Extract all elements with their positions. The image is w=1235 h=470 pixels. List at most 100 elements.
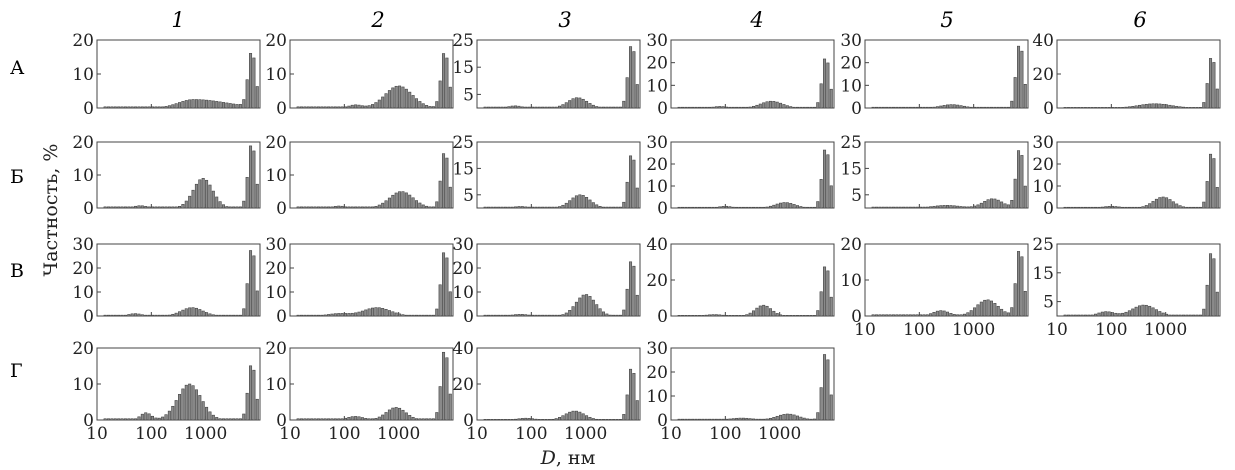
bar	[966, 312, 970, 317]
bar	[752, 418, 756, 421]
bar	[635, 294, 639, 317]
bar	[347, 105, 351, 109]
bar	[357, 311, 361, 317]
bar	[618, 314, 622, 317]
bar	[245, 79, 249, 109]
bar	[755, 307, 759, 317]
bar	[418, 418, 422, 421]
bar	[181, 101, 185, 109]
bar	[829, 394, 833, 421]
bar	[942, 310, 946, 317]
bar	[959, 206, 963, 209]
bar	[912, 314, 916, 317]
bar	[490, 314, 494, 317]
bar	[632, 373, 636, 421]
bar	[942, 105, 946, 109]
bar	[242, 200, 246, 209]
y-tick-label: 10	[646, 76, 668, 96]
bar	[629, 368, 633, 421]
bar	[701, 106, 705, 109]
bar	[490, 206, 494, 209]
bar	[544, 106, 548, 109]
y-tick-label: 15	[452, 159, 474, 179]
panel-5: 0 20 40	[1032, 31, 1221, 119]
bar	[191, 307, 195, 317]
bar	[612, 206, 616, 209]
bar	[1178, 205, 1182, 209]
bar	[255, 398, 259, 421]
bar	[1121, 206, 1125, 209]
bar	[724, 418, 728, 421]
bar	[381, 414, 385, 421]
bar	[157, 314, 161, 317]
bar	[520, 106, 524, 109]
y-tick-label: 40	[1032, 31, 1054, 51]
bar	[826, 62, 830, 109]
bar	[103, 418, 107, 421]
bar	[595, 304, 599, 317]
bar	[802, 206, 806, 209]
bar	[922, 206, 926, 209]
bar	[520, 314, 524, 317]
bar	[871, 106, 875, 109]
bar	[915, 314, 919, 317]
bar	[507, 419, 511, 421]
bar	[401, 409, 405, 421]
bar	[802, 106, 806, 109]
panel-frame	[289, 141, 454, 209]
bar	[1107, 206, 1111, 209]
bar	[493, 419, 497, 421]
bar	[905, 106, 909, 109]
bar	[327, 106, 331, 109]
bar	[123, 314, 127, 317]
bar	[1134, 206, 1138, 209]
bar	[711, 206, 715, 209]
bar	[123, 106, 127, 109]
bar	[571, 98, 575, 109]
bar	[364, 105, 368, 109]
bar	[629, 155, 633, 209]
bar	[120, 106, 124, 109]
bar	[337, 205, 341, 209]
bar	[779, 102, 783, 109]
bar	[184, 384, 188, 421]
bar	[367, 105, 371, 109]
bar	[711, 106, 715, 109]
bar	[598, 206, 602, 209]
bar	[323, 106, 327, 109]
bar	[414, 200, 418, 209]
bar	[113, 106, 117, 109]
bar	[398, 407, 402, 421]
bar	[1070, 314, 1074, 317]
bar	[728, 315, 732, 317]
bar	[932, 106, 936, 109]
x-axis-title: D, нм	[540, 447, 596, 469]
bar	[530, 418, 534, 421]
bar	[144, 314, 148, 317]
bar	[1117, 313, 1121, 317]
bar	[976, 106, 980, 109]
bar	[150, 415, 154, 421]
y-tick-label: 30	[1032, 133, 1054, 153]
bar	[993, 106, 997, 109]
bar	[785, 315, 789, 317]
bar	[514, 418, 518, 421]
panel-frame	[670, 347, 835, 421]
bar	[154, 106, 158, 109]
bar	[1000, 201, 1004, 209]
bar	[902, 206, 906, 209]
bar	[731, 315, 735, 317]
bar	[178, 311, 182, 317]
bar	[1003, 106, 1007, 109]
x-tick-label: 1000	[758, 424, 801, 444]
bar	[979, 106, 983, 109]
bar	[789, 413, 793, 421]
bar	[939, 310, 943, 317]
bar	[591, 418, 595, 421]
bar	[225, 418, 229, 421]
y-tick-label: 10	[452, 283, 474, 303]
bar	[895, 314, 899, 317]
y-tick-label: 20	[72, 339, 94, 359]
bar	[364, 418, 368, 421]
